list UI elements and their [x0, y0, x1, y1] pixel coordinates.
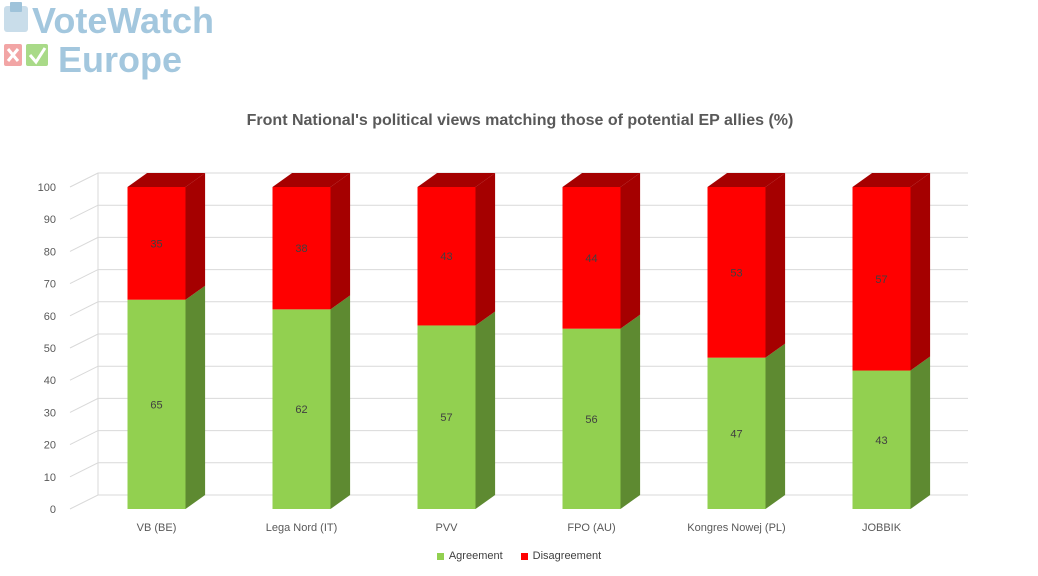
- bar-agreement-side: [765, 343, 786, 509]
- bar-disagreement-top: [707, 173, 786, 187]
- chart-legend: Agreement Disagreement: [0, 550, 1038, 562]
- y-tick-label: 10: [44, 472, 56, 484]
- data-label-agreement: 43: [875, 435, 887, 447]
- y-tick-label: 0: [50, 504, 56, 516]
- bar-agreement: [417, 325, 476, 509]
- y-tick-label: 80: [44, 246, 56, 258]
- y-tick-label: 50: [44, 343, 56, 355]
- x-tick-label: VB (BE): [137, 522, 177, 534]
- data-label-agreement: 57: [440, 412, 452, 424]
- data-label-agreement: 62: [295, 404, 307, 416]
- bar-disagreement-side: [185, 173, 206, 300]
- bar-disagreement: [852, 187, 911, 371]
- bar-disagreement: [272, 187, 331, 310]
- votewatch-europe-logo: VoteWatch Europe: [4, 0, 214, 80]
- legend-item-disagreement: Disagreement: [520, 550, 602, 562]
- bar-disagreement-top: [852, 173, 931, 187]
- bar-disagreement-top: [272, 173, 351, 187]
- data-label-agreement: 47: [730, 428, 742, 440]
- bar-disagreement: [707, 187, 766, 358]
- legend-swatch-disagreement: [520, 552, 528, 560]
- data-label-disagreement: 38: [295, 243, 307, 255]
- x-axis-labels: VB (BE) Lega Nord (IT) PVV FPO (AU) Kongres …: [137, 522, 902, 534]
- data-label-disagreement: 53: [730, 267, 742, 279]
- data-label-disagreement: 44: [585, 253, 597, 265]
- bar-agreement: [562, 328, 621, 509]
- bars: 65 35 62 38 57 43 56 44 47 53 43 57: [127, 173, 931, 509]
- data-label-agreement: 56: [585, 414, 597, 426]
- x-tick-label: FPO (AU): [567, 522, 615, 534]
- data-label-disagreement: 57: [875, 274, 887, 286]
- logo-line1: VoteWatch: [32, 0, 214, 41]
- bar-agreement-side: [185, 285, 206, 509]
- legend-item-agreement: Agreement: [436, 550, 503, 562]
- bar-agreement: [127, 299, 186, 509]
- bar-disagreement-side: [330, 173, 351, 310]
- grid-lines: [69, 172, 968, 510]
- bar-agreement-side: [910, 356, 931, 509]
- bar-agreement: [707, 357, 766, 509]
- bar-disagreement: [417, 187, 476, 326]
- y-axis-ticks: 0 10 20 30 40 50 60 70 80 90 100: [38, 182, 56, 516]
- y-tick-label: 40: [44, 375, 56, 387]
- x-tick-label: Kongres Nowej (PL): [687, 522, 785, 534]
- y-tick-label: 100: [38, 182, 56, 194]
- legend-label-agreement: Agreement: [448, 550, 503, 562]
- bar-disagreement: [562, 187, 621, 329]
- legend-label-disagreement: Disagreement: [532, 550, 602, 562]
- y-tick-label: 60: [44, 311, 56, 323]
- bar-agreement-side: [330, 295, 351, 509]
- x-tick-label: PVV: [435, 522, 458, 534]
- data-label-agreement: 65: [150, 399, 162, 411]
- chart-title: Front National's political views matchin…: [247, 112, 794, 129]
- x-tick-label: JOBBIK: [862, 522, 902, 534]
- bar-agreement: [272, 309, 331, 509]
- grid-line: [69, 494, 968, 510]
- logo-line2: Europe: [58, 39, 182, 80]
- bar-disagreement-side: [765, 173, 786, 358]
- ballot-box-icon: [4, 2, 48, 66]
- data-label-disagreement: 43: [440, 251, 452, 263]
- bar-disagreement-side: [620, 173, 641, 329]
- bar-disagreement-top: [417, 173, 496, 187]
- bar-agreement-side: [620, 314, 641, 509]
- y-tick-label: 30: [44, 407, 56, 419]
- bar-agreement-side: [475, 311, 496, 509]
- bar-disagreement-top: [127, 173, 206, 187]
- x-tick-label: Lega Nord (IT): [266, 522, 338, 534]
- y-tick-label: 20: [44, 440, 56, 452]
- y-tick-label: 90: [44, 214, 56, 226]
- y-tick-label: 70: [44, 279, 56, 291]
- data-label-disagreement: 35: [150, 238, 162, 250]
- bar-disagreement-side: [910, 173, 931, 371]
- bar-disagreement-side: [475, 173, 496, 326]
- bar-agreement: [852, 370, 911, 509]
- bar-disagreement: [127, 187, 186, 300]
- legend-swatch-agreement: [436, 552, 444, 560]
- bar-disagreement-top: [562, 173, 641, 187]
